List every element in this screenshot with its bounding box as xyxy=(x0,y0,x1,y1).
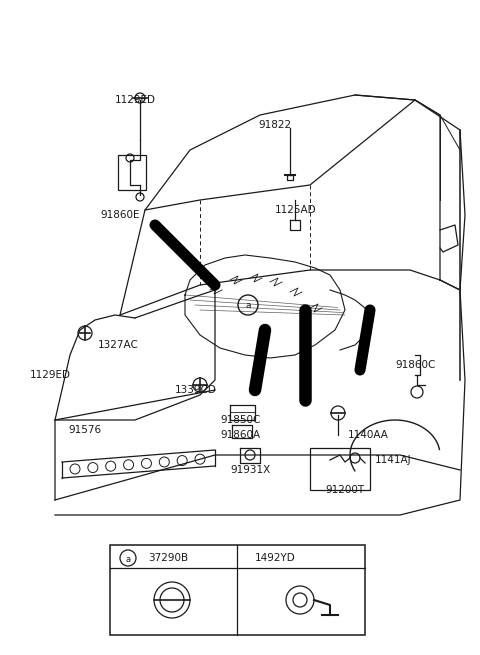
Text: 91860C: 91860C xyxy=(395,360,435,370)
Text: 1125AD: 1125AD xyxy=(275,205,317,215)
Text: 1140AA: 1140AA xyxy=(348,430,389,440)
Text: 1129ED: 1129ED xyxy=(115,95,156,105)
Text: 1339CD: 1339CD xyxy=(175,385,217,395)
Text: 91822: 91822 xyxy=(258,120,291,130)
Bar xyxy=(310,448,370,490)
Text: a: a xyxy=(245,301,251,310)
Bar xyxy=(110,545,365,635)
Text: 91576: 91576 xyxy=(68,425,101,435)
Text: 91931X: 91931X xyxy=(230,465,270,475)
Text: 91850C: 91850C xyxy=(220,415,260,425)
Text: 1141AJ: 1141AJ xyxy=(375,455,412,465)
Text: a: a xyxy=(125,555,131,563)
Text: 91860E: 91860E xyxy=(100,210,140,220)
Text: 1129ED: 1129ED xyxy=(30,370,71,380)
Text: 37290B: 37290B xyxy=(148,553,188,563)
Text: 91200T: 91200T xyxy=(325,485,364,495)
Bar xyxy=(118,155,146,190)
Text: 1492YD: 1492YD xyxy=(255,553,296,563)
Text: 1327AC: 1327AC xyxy=(98,340,139,350)
Text: 91860A: 91860A xyxy=(220,430,260,440)
